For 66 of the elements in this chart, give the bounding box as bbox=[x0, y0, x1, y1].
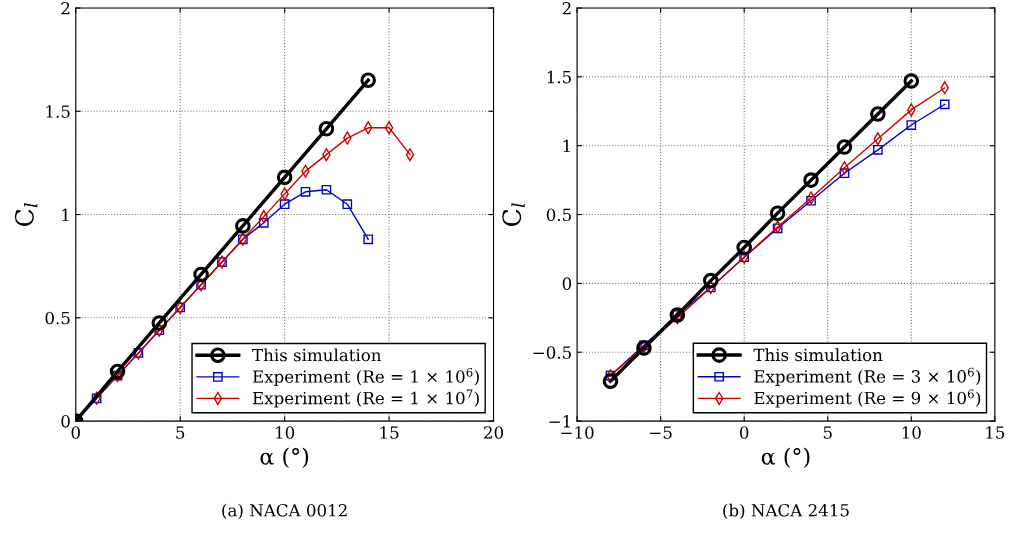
x-tick-label: −10 bbox=[561, 426, 594, 439]
point bbox=[939, 99, 950, 110]
x-tick-label: 15 bbox=[986, 426, 1005, 439]
x-tick-label: 10 bbox=[276, 426, 295, 439]
x-tick-label: 0 bbox=[739, 426, 749, 439]
legend-label: Experiment (Re = 1 × 10$^{7}$) bbox=[252, 389, 479, 408]
x-tick-label: 5 bbox=[176, 426, 185, 439]
point bbox=[836, 139, 853, 155]
point bbox=[769, 205, 786, 221]
x-tick-label: 0 bbox=[71, 426, 80, 439]
point bbox=[906, 120, 917, 130]
legend-label: Experiment (Re = 3 × 10$^{6}$) bbox=[754, 367, 981, 386]
y-tick-label: −0.5 bbox=[533, 346, 571, 359]
legend-label: Experiment (Re = 9 × 10$^{6}$) bbox=[754, 389, 981, 408]
y-tick-label: 1.5 bbox=[46, 105, 70, 118]
point bbox=[602, 373, 619, 389]
y-tick-label: 0 bbox=[61, 415, 70, 428]
point bbox=[318, 121, 335, 137]
point bbox=[258, 217, 269, 228]
y-tick-label: −1 bbox=[549, 415, 570, 428]
y-tick-label: 1 bbox=[62, 208, 69, 221]
y-tick-label: 1.5 bbox=[547, 70, 571, 84]
point bbox=[702, 272, 719, 289]
point bbox=[151, 315, 168, 331]
text: (a) NACA 0012 bbox=[222, 503, 347, 519]
y-tick-label: 2 bbox=[562, 1, 571, 15]
point bbox=[405, 148, 415, 162]
point bbox=[360, 72, 376, 89]
y-tick-label: 1 bbox=[563, 139, 570, 153]
point bbox=[806, 195, 816, 206]
point bbox=[276, 169, 293, 186]
point bbox=[873, 144, 883, 155]
y-tick-label: 0.5 bbox=[45, 311, 70, 325]
y-axis-title: C$_{l}$ bbox=[502, 203, 525, 227]
point bbox=[363, 121, 373, 135]
point bbox=[803, 172, 819, 188]
y-tick-label: 2 bbox=[61, 1, 70, 15]
y-tick-label: 0 bbox=[562, 277, 572, 290]
point bbox=[342, 199, 353, 210]
point bbox=[300, 186, 311, 197]
point bbox=[736, 239, 752, 256]
legend-label: This simulation bbox=[753, 348, 883, 362]
x-tick-label: −5 bbox=[650, 426, 672, 439]
x-tick-label: 10 bbox=[902, 426, 921, 439]
point bbox=[839, 168, 850, 179]
legend-label: This simulation bbox=[252, 348, 382, 362]
point bbox=[321, 184, 332, 195]
x-tick-label: 15 bbox=[380, 426, 399, 439]
point bbox=[193, 266, 209, 283]
point bbox=[873, 132, 883, 146]
legend-label: Experiment (Re = 1 × 10$^{6}$) bbox=[252, 367, 479, 387]
point bbox=[109, 363, 126, 380]
x-tick-label: 20 bbox=[484, 426, 504, 439]
point bbox=[903, 73, 920, 89]
y-tick-label: 0.5 bbox=[546, 208, 571, 222]
y-axis-title: C$_{l}$ bbox=[14, 203, 38, 227]
point bbox=[870, 106, 886, 122]
point bbox=[235, 218, 251, 234]
point bbox=[279, 199, 290, 210]
point bbox=[806, 191, 816, 205]
x-axis-title: α (°) bbox=[761, 447, 810, 468]
x-axis-title: α (°) bbox=[260, 447, 309, 468]
x-tick-label: 5 bbox=[823, 426, 832, 439]
point bbox=[384, 121, 394, 135]
point bbox=[363, 234, 374, 245]
text: (b) NACA 2415 bbox=[723, 503, 849, 519]
